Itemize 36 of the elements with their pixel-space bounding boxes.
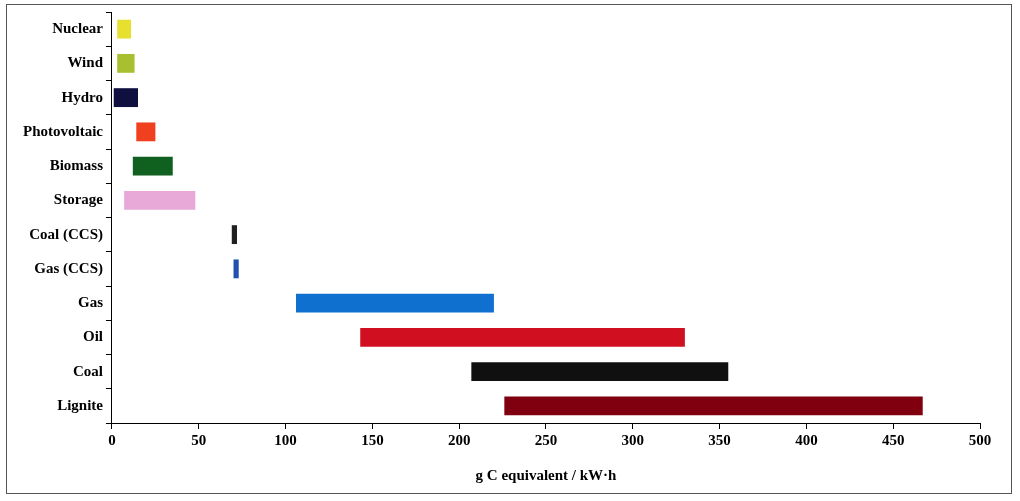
x-tick-label: 0	[108, 431, 116, 448]
x-tick-label: 250	[534, 431, 558, 448]
y-tick-label: Gas	[77, 294, 104, 310]
y-tick-label: Gas (CCS)	[34, 259, 103, 277]
bar	[360, 327, 685, 347]
bar	[136, 122, 156, 142]
y-tick-label: Nuclear	[52, 20, 104, 36]
y-tick-label: Wind	[67, 54, 104, 71]
y-tick-label: Coal	[72, 362, 103, 379]
x-tick-label: 300	[621, 431, 645, 448]
x-tick-label: 150	[361, 431, 384, 448]
y-tick-label: Photovoltaic	[22, 122, 104, 139]
x-tick-label: 400	[795, 431, 818, 448]
x-tick-label: 450	[881, 431, 905, 448]
y-tick-label: Coal (CCS)	[29, 225, 103, 243]
x-tick-label: 350	[708, 431, 731, 448]
x-tick-label: 50	[191, 431, 207, 448]
bar	[132, 156, 173, 176]
bar	[296, 293, 494, 313]
y-tick-label: Biomass	[49, 157, 104, 173]
x-tick-label: 200	[447, 431, 471, 448]
bar	[113, 88, 139, 108]
bar	[471, 362, 729, 382]
bar	[117, 19, 132, 39]
bar	[233, 259, 239, 279]
y-tick-label: Hydro	[61, 88, 103, 105]
x-axis-title: g C equivalent / kW·h	[475, 466, 618, 483]
x-tick-label: 500	[968, 431, 992, 448]
y-tick-label: Storage	[53, 191, 104, 208]
bar	[504, 396, 923, 416]
y-tick-label: Lignite	[57, 396, 104, 413]
bar	[117, 53, 135, 73]
bar	[124, 190, 196, 210]
bar	[231, 225, 237, 245]
y-tick-label: Oil	[82, 328, 103, 345]
x-tick-label: 100	[274, 431, 297, 448]
